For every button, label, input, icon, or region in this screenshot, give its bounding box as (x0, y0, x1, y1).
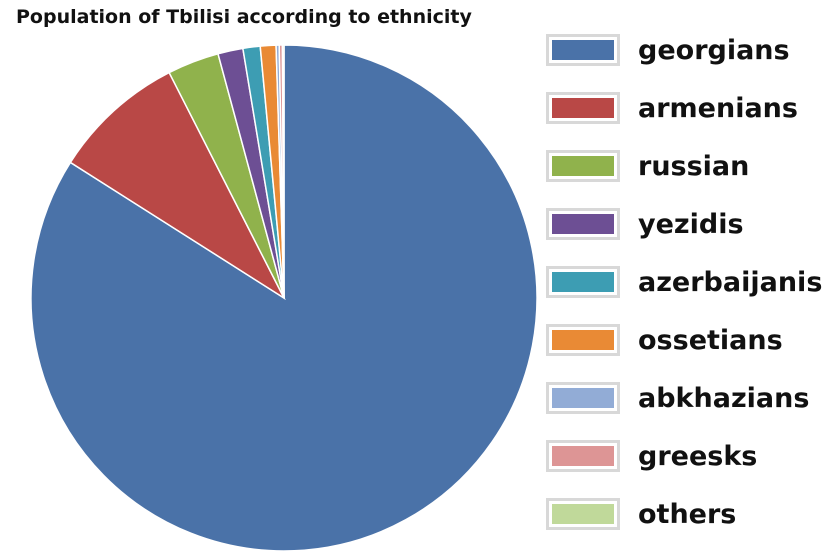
legend-label-georgians: georgians (638, 34, 790, 66)
legend-swatch-georgians (546, 34, 620, 66)
legend-label-ossetians: ossetians (638, 324, 783, 356)
legend-swatch-greesks (546, 440, 620, 472)
legend-item-georgians: georgians (546, 30, 790, 70)
legend-item-others: others (546, 494, 736, 534)
legend-swatch-armenians (546, 92, 620, 124)
legend-swatch-abkhazians (546, 382, 620, 414)
legend-item-armenians: armenians (546, 88, 798, 128)
legend-label-abkhazians: abkhazians (638, 382, 810, 414)
legend-swatch-ossetians (546, 324, 620, 356)
legend-swatch-azerbaijanis (546, 266, 620, 298)
legend-item-abkhazians: abkhazians (546, 378, 809, 418)
pie-slice-others (281, 44, 285, 299)
legend-item-greesks: greesks (546, 436, 757, 476)
legend-label-yezidis: yezidis (638, 208, 744, 240)
legend-label-russian: russian (638, 150, 750, 182)
pie-slice-armenians (69, 71, 286, 301)
legend-swatch-russian (546, 150, 620, 182)
legend-label-armenians: armenians (638, 92, 798, 124)
legend-label-others: others (638, 498, 737, 530)
legend-swatch-others (546, 498, 620, 530)
legend-item-azerbaijanis: azerbaijanis (546, 262, 822, 302)
chart-title: Population of Tbilisi according to ethni… (16, 6, 472, 28)
legend-item-yezidis: yezidis (546, 204, 744, 244)
legend-item-ossetians: ossetians (546, 320, 783, 360)
legend-label-azerbaijanis: azerbaijanis (638, 266, 823, 298)
pie-slices (30, 44, 538, 552)
legend-swatch-yezidis (546, 208, 620, 240)
legend-label-greesks: greesks (638, 440, 758, 472)
legend-item-russian: russian (546, 146, 749, 186)
